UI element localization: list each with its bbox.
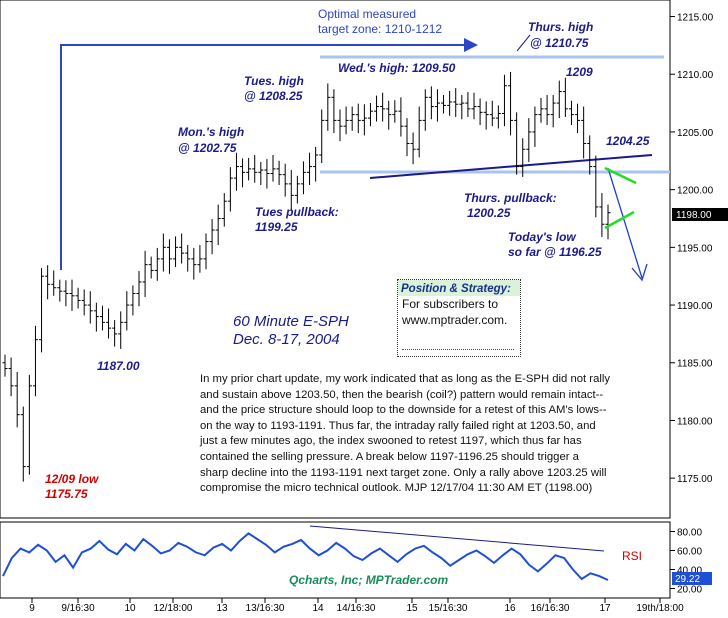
price-tick-label: 1175.00 <box>677 474 713 485</box>
price-tick-label: 1195.00 <box>677 243 713 254</box>
level-1209-label: 1209 <box>566 65 593 79</box>
todays-low-line1: Today's low <box>508 230 576 244</box>
time-tick-label: 15 <box>406 603 418 614</box>
current-price-tag <box>672 208 728 221</box>
level-1204-label: 1204.25 <box>606 134 650 148</box>
rsi-tick-label: 60.00 <box>677 547 702 558</box>
commentary-line: on the way to 1193-1191. Thus far, the i… <box>200 419 596 432</box>
wed-high-label: Wed.'s high: 1209.50 <box>338 61 456 75</box>
chart-title: 60 Minute E-SPH <box>233 313 349 330</box>
chart-title-block: 60 Minute E-SPH Dec. 8-17, 2004 <box>233 313 349 349</box>
rsi-tick-label: 80.00 <box>677 528 702 539</box>
time-tick-label: 9 <box>29 603 35 614</box>
price-panel-frame <box>0 0 671 519</box>
time-tick-label: 13 <box>216 603 228 614</box>
commentary-line: and the price structure should loop to t… <box>200 404 607 417</box>
strategy-line-1: For subscribers to <box>402 297 499 311</box>
tues-high-line1: Tues. high <box>244 74 304 88</box>
price-tick-label: 1200.00 <box>677 186 714 197</box>
rsi-label: RSI <box>622 549 642 563</box>
rsi-line <box>2 532 609 581</box>
time-tick-label: 19th/18:00 <box>636 603 684 614</box>
thurs-high-pointer <box>516 34 531 52</box>
wedge-upper-line <box>604 166 637 185</box>
strategy-box: Position & Strategy: For subscribers to … <box>397 279 521 357</box>
rsi-trend-line <box>309 525 605 552</box>
price-tick-label: 1190.00 <box>677 301 713 312</box>
commentary-line: just a few minutes ago, the index swoone… <box>200 435 582 448</box>
rsi-current-tag <box>672 572 712 585</box>
price-tick-label: 1205.00 <box>677 128 714 139</box>
commentary-text: In my prior chart update, my work indica… <box>200 372 670 497</box>
tues-high-line2: @ 1208.25 <box>244 89 303 103</box>
projection-arrow-head <box>631 263 648 282</box>
strategy-divider <box>402 349 514 350</box>
thurs-pullback-line2: 1200.25 <box>467 206 511 220</box>
price-bars <box>2 71 611 482</box>
mons-high-line2: @ 1202.75 <box>178 141 237 155</box>
trend-line <box>369 154 653 179</box>
tues-pullback-line2: 1199.25 <box>255 220 298 234</box>
rsi-tick-label: 20.00 <box>677 585 702 596</box>
credit-label: Qcharts, Inc; MPTrader.com <box>289 573 448 587</box>
low-1209-line1: 12/09 low <box>45 472 99 486</box>
time-tick-label: 14/16:30 <box>337 603 376 614</box>
time-tick-label: 16/16:30 <box>531 603 570 614</box>
price-tick-label: 1180.00 <box>677 416 713 427</box>
mons-high-line1: Mon.'s high <box>178 125 244 139</box>
tues-pullback-line1: Tues pullback: <box>255 205 339 219</box>
rsi-tick-label: 40.00 <box>677 566 702 577</box>
commentary-line: sharp decline into the 1193-1191 next ta… <box>200 466 607 479</box>
time-tick-label: 15/16:30 <box>429 603 468 614</box>
price-tick-label: 1185.00 <box>677 359 713 370</box>
price-axis: 1215.00 1210.00 1205.00 1200.00 1195.00 1190.… <box>670 13 714 485</box>
projection-arrow-line <box>607 167 643 279</box>
commentary-line: In my prior chart update, my work indica… <box>200 373 611 385</box>
commentary-line: compromise the micro technical outlook. … <box>200 482 593 495</box>
commentary-line: and sustain above 1203.50, then the bear… <box>200 388 604 401</box>
time-tick-label: 13/16:30 <box>246 603 285 614</box>
time-axis: 9 9/16:30 10 12/18:00 13 13/16:30 14 14/16:30 15… <box>29 598 684 614</box>
price-tick-label: 1215.00 <box>677 13 714 24</box>
thurs-pullback-line1: Thurs. pullback: <box>464 191 557 205</box>
target-zone-line2: target zone: 1210-1212 <box>318 22 442 36</box>
chart-subtitle: Dec. 8-17, 2004 <box>233 331 340 348</box>
wedge-lower-line <box>604 210 635 230</box>
time-tick-label: 14 <box>312 603 324 614</box>
strategy-line-2[interactable]: www.mptrader.com. <box>402 313 508 327</box>
target-arrow-head <box>464 38 478 52</box>
target-arrow-line <box>60 44 470 270</box>
time-tick-label: 10 <box>124 603 136 614</box>
rsi-panel-frame <box>0 521 671 599</box>
time-tick-label: 9/16:30 <box>61 603 95 614</box>
strategy-title: Position & Strategy: <box>398 280 520 296</box>
target-zone-line1: Optimal measured <box>318 7 416 21</box>
rsi-axis: 80.00 60.00 40.00 20.00 <box>670 528 702 596</box>
time-tick-label: 16 <box>504 603 516 614</box>
thurs-high-line1: Thurs. high <box>528 20 593 34</box>
commentary-line: contained the selling pressure. A break … <box>200 450 579 463</box>
current-price-label: 1198.00 <box>676 210 712 221</box>
low-1209-line2: 1175.75 <box>45 487 88 501</box>
price-tick-label: 1210.00 <box>677 70 714 81</box>
time-tick-label: 17 <box>599 603 611 614</box>
rsi-current-value: 29.22 <box>675 574 700 585</box>
time-tick-label: 12/18:00 <box>154 603 193 614</box>
thurs-high-line2: @ 1210.75 <box>530 36 589 50</box>
low-1187-label: 1187.00 <box>97 359 140 373</box>
todays-low-line2: so far @ 1196.25 <box>508 245 602 259</box>
